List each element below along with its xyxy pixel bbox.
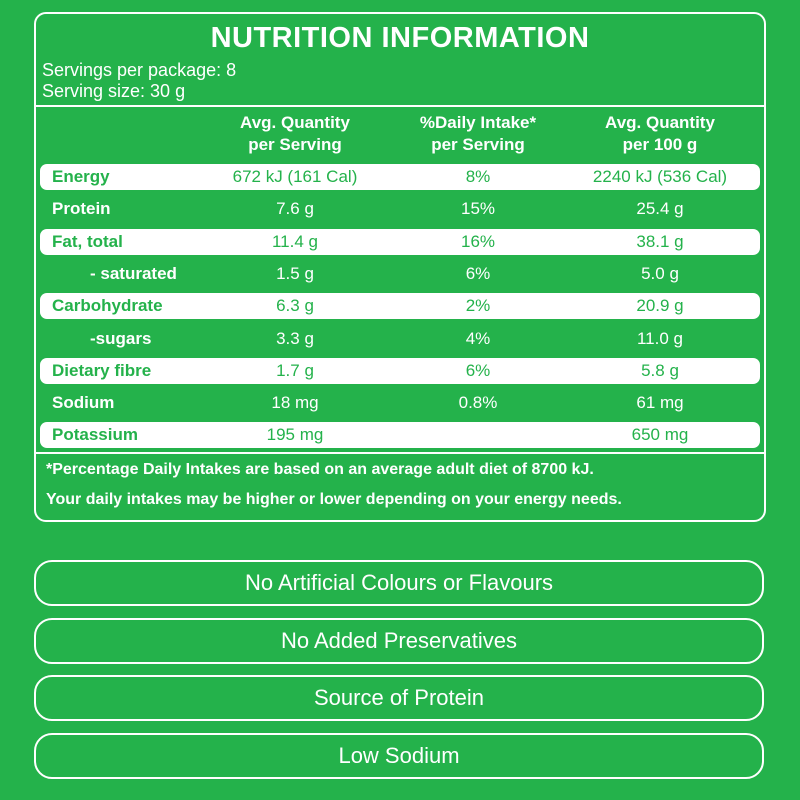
nutrient-value: 11.0 g bbox=[636, 328, 683, 348]
nutrient-value: 16% bbox=[460, 231, 496, 251]
nutrient-value: 0.8% bbox=[458, 393, 498, 413]
nutrient-value: 2240 kJ (536 Cal) bbox=[592, 167, 728, 186]
nutrient-value: 1.5 g bbox=[276, 263, 314, 283]
nutrient-row: Energy 672 kJ (161 Cal) 8% 2240 kJ (536 Cal… bbox=[40, 164, 760, 190]
nutrient-value: 5.8 g bbox=[641, 360, 679, 380]
nutrient-label: Sodium bbox=[52, 393, 115, 413]
nutrient-value: 6.3 g bbox=[276, 296, 314, 316]
nutrient-value: 2% bbox=[465, 296, 491, 316]
nutrient-value: 15% bbox=[460, 199, 496, 219]
nutrient-row: Dietary fibre 1.7 g 6% 5.8 g bbox=[40, 357, 760, 384]
nutrient-row: Carbohydrate 6.3 g 2% 20.9 g bbox=[40, 293, 760, 320]
nutrient-label: Carbohydrate bbox=[52, 296, 163, 316]
nutrient-value: 5.0 g bbox=[641, 263, 679, 283]
column-header: Avg. Quantity per Serving bbox=[205, 112, 385, 156]
column-header-line: Avg. Quantity bbox=[240, 113, 350, 132]
nutrient-label: Potassium bbox=[52, 425, 138, 445]
nutrient-label: - saturated bbox=[90, 263, 177, 283]
nutrient-value: 18 mg bbox=[271, 393, 319, 413]
divider bbox=[36, 105, 764, 107]
claim: No Artificial Colours or Flavours bbox=[34, 560, 764, 606]
nutrient-value: 4% bbox=[465, 328, 491, 348]
column-header-line: per Serving bbox=[248, 135, 342, 154]
nutrient-value: 672 kJ (161 Cal) bbox=[232, 167, 358, 186]
column-header-line: per 100 g bbox=[622, 135, 698, 154]
claim: Low Sodium bbox=[34, 732, 764, 779]
nutrient-label: Protein bbox=[52, 199, 111, 219]
column-header: Avg. Quantity per 100 g bbox=[570, 112, 750, 156]
claim: No Added Preservatives bbox=[34, 617, 764, 664]
nutrient-value: 6% bbox=[465, 360, 491, 380]
nutrient-row: Potassium 195 mg 650 mg bbox=[40, 422, 760, 449]
nutrient-value: 38.1 g bbox=[636, 231, 684, 251]
column-header-line: %Daily Intake* bbox=[419, 113, 537, 132]
divider bbox=[36, 452, 764, 454]
nutrient-row: - saturated 1.5 g 6% 5.0 g bbox=[40, 261, 760, 287]
nutrient-value: 8% bbox=[465, 167, 491, 186]
nutrient-row: Protein 7.6 g 15% 25.4 g bbox=[40, 196, 760, 222]
nutrient-value: 25.4 g bbox=[636, 199, 684, 219]
nutrient-label: Fat, total bbox=[52, 231, 123, 251]
nutrient-value: 3.3 g bbox=[276, 328, 314, 348]
nutrient-label: Energy bbox=[52, 167, 110, 186]
servings-per-package: Servings per package: 8 bbox=[42, 60, 237, 80]
footnote: *Percentage Daily Intakes are based on a… bbox=[46, 461, 594, 478]
claim: Source of Protein bbox=[34, 675, 764, 721]
serving-size: Serving size: 30 g bbox=[42, 81, 186, 101]
column-header-line: Avg. Quantity bbox=[605, 113, 715, 132]
nutrient-value: 20.9 g bbox=[636, 296, 684, 316]
nutrient-row: Fat, total 11.4 g 16% 38.1 g bbox=[40, 228, 760, 255]
nutrient-row: -sugars 3.3 g 4% 11.0 g bbox=[40, 326, 760, 352]
nutrient-value: 7.6 g bbox=[276, 199, 314, 219]
nutrient-value: 11.4 g bbox=[271, 231, 318, 251]
column-header-line: per Serving bbox=[431, 135, 525, 154]
nutrient-label: Dietary fibre bbox=[52, 360, 152, 380]
nutrient-value: 6% bbox=[465, 263, 491, 283]
nutrition-panel bbox=[34, 12, 766, 522]
nutrient-row: Sodium 18 mg 0.8% 61 mg bbox=[40, 390, 760, 416]
nutrient-value: 650 mg bbox=[631, 425, 689, 445]
column-header: %Daily Intake* per Serving bbox=[388, 112, 568, 156]
nutrient-value: 61 mg bbox=[636, 393, 684, 413]
nutrient-value: 195 mg bbox=[266, 425, 324, 445]
nutrient-label: -sugars bbox=[90, 328, 152, 348]
nutrient-value: 1.7 g bbox=[276, 360, 314, 380]
footnote: Your daily intakes may be higher or lowe… bbox=[46, 491, 622, 508]
title: NUTRITION INFORMATION bbox=[210, 22, 590, 54]
